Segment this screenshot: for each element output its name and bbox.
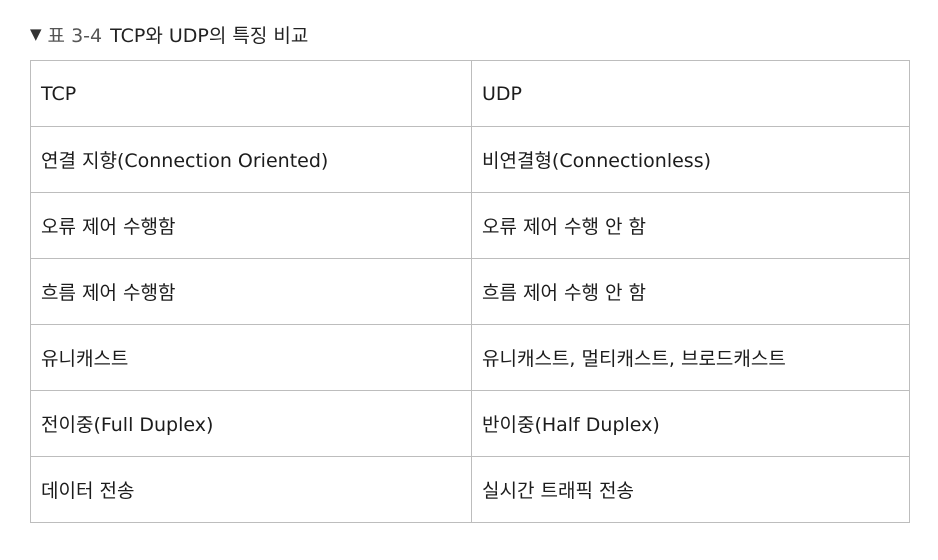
table-row: 유니캐스트 유니캐스트, 멀티캐스트, 브로드캐스트 [30,324,910,391]
udp-cell: 실시간 트래픽 전송 [471,456,910,523]
comparison-table: TCP UDP 연결 지향(Connection Oriented) 비연결형(… [30,60,910,523]
tcp-cell: 오류 제어 수행함 [30,192,472,259]
udp-cell: 흐름 제어 수행 안 함 [471,258,910,325]
header-cell-udp: UDP [471,60,910,127]
udp-cell: 오류 제어 수행 안 함 [471,192,910,259]
table-row: 연결 지향(Connection Oriented) 비연결형(Connecti… [30,126,910,193]
tcp-cell: 데이터 전송 [30,456,472,523]
tcp-cell: 전이중(Full Duplex) [30,390,472,457]
tcp-cell: 연결 지향(Connection Oriented) [30,126,472,193]
table-row: 흐름 제어 수행함 흐름 제어 수행 안 함 [30,258,910,325]
triangle-down-icon: ▼ [30,25,42,43]
table-title: TCP와 UDP의 특징 비교 [110,24,309,47]
table-row: 데이터 전송 실시간 트래픽 전송 [30,456,910,523]
table-row: 전이중(Full Duplex) 반이중(Half Duplex) [30,390,910,457]
header-cell-tcp: TCP [30,60,472,127]
table-number: 표 3-4 [47,24,103,47]
udp-cell: 비연결형(Connectionless) [471,126,910,193]
table-header-row: TCP UDP [30,60,910,127]
tcp-cell: 흐름 제어 수행함 [30,258,472,325]
udp-cell: 유니캐스트, 멀티캐스트, 브로드캐스트 [471,324,910,391]
udp-cell: 반이중(Half Duplex) [471,390,910,457]
table-row: 오류 제어 수행함 오류 제어 수행 안 함 [30,192,910,259]
tcp-cell: 유니캐스트 [30,324,472,391]
table-caption: ▼ 표 3-4 TCP와 UDP의 특징 비교 [30,20,308,48]
